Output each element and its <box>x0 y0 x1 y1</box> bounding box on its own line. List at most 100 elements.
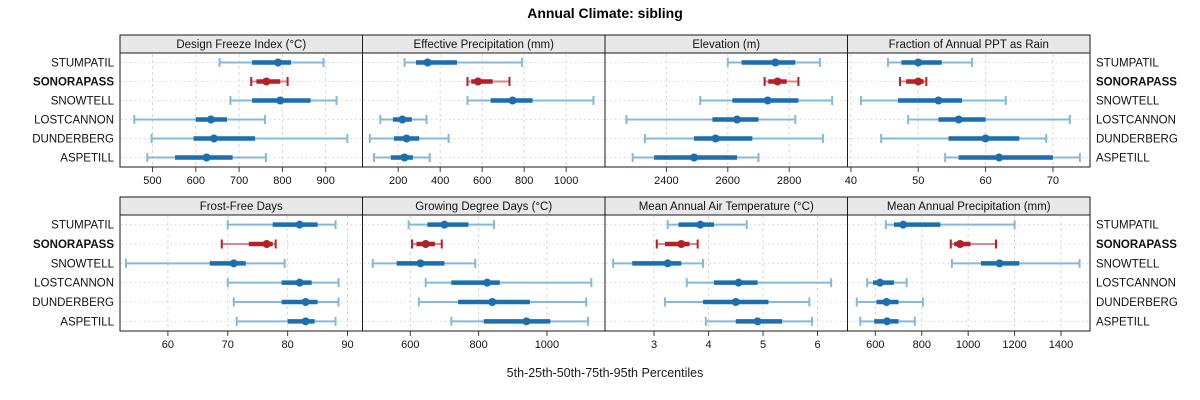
station-label-left: ASPETILL <box>60 153 114 165</box>
axis-tick-label: 700 <box>230 175 248 187</box>
median-dot <box>956 240 965 248</box>
station-label-left: SNOWTELL <box>51 258 115 270</box>
median-dot <box>301 298 310 306</box>
percentiles-caption: 5th-25th-50th-75th-95th Percentiles <box>507 366 704 380</box>
axis-tick-label: 600 <box>866 339 884 351</box>
median-dot <box>731 298 740 306</box>
axis-tick-label: 50 <box>912 175 924 187</box>
median-dot <box>875 278 884 287</box>
median-dot <box>262 240 271 248</box>
median-dot <box>696 220 705 229</box>
median-dot <box>276 96 285 105</box>
median-dot <box>934 96 943 105</box>
axis-tick-label: 2400 <box>654 175 678 187</box>
station-label-right: DUNDERBERG <box>1096 297 1178 309</box>
median-dot <box>663 259 672 268</box>
panel-background <box>120 215 363 331</box>
panel-strip-title: Growing Degree Days (°C) <box>415 201 552 213</box>
median-dot <box>914 77 923 86</box>
station-label-right: ASPETILL <box>1096 316 1150 328</box>
panel-background <box>605 215 848 331</box>
axis-tick-label: 600 <box>187 175 205 187</box>
median-dot <box>773 77 782 86</box>
median-dot <box>206 115 215 124</box>
median-dot <box>295 220 304 229</box>
median-dot <box>763 96 772 105</box>
axis-tick-label: 1400 <box>1049 339 1073 351</box>
median-dot <box>262 77 271 86</box>
station-label-left: DUNDERBERG <box>32 134 114 146</box>
axis-tick-label: 2800 <box>777 175 801 187</box>
panel-background <box>847 215 1090 331</box>
panel-background <box>120 53 363 167</box>
axis-tick-label: 1000 <box>554 175 578 187</box>
median-dot <box>483 278 492 287</box>
station-label-right: LOSTCANNON <box>1096 278 1176 290</box>
median-dot <box>882 317 891 326</box>
axis-tick-label: 4 <box>705 339 711 351</box>
station-label-right: STUMPATIL <box>1096 58 1159 70</box>
median-dot <box>209 134 218 143</box>
panel-background <box>847 53 1090 167</box>
panel-strip-title: Frost-Free Days <box>200 201 283 213</box>
axis-tick-label: 800 <box>515 175 533 187</box>
station-label-right: STUMPATIL <box>1096 220 1159 232</box>
panel-strip-title: Effective Precipitation (mm) <box>414 39 555 51</box>
axis-tick-label: 900 <box>317 175 335 187</box>
median-dot <box>899 220 908 229</box>
axis-tick-label: 6 <box>814 339 820 351</box>
axis-tick-label: 1000 <box>535 339 559 351</box>
median-dot <box>202 153 211 162</box>
median-dot <box>274 58 283 67</box>
station-label-right: SNOWTELL <box>1096 96 1160 108</box>
axis-tick-label: 400 <box>431 175 449 187</box>
median-dot <box>508 96 517 105</box>
axis-tick-label: 600 <box>401 339 419 351</box>
axis-tick-label: 600 <box>473 175 491 187</box>
axis-tick-label: 1200 <box>1002 339 1026 351</box>
panel-strip-title: Elevation (m) <box>692 39 760 51</box>
median-dot <box>423 58 432 67</box>
median-dot <box>882 298 891 306</box>
median-dot <box>398 115 407 124</box>
axis-tick-label: 70 <box>222 339 234 351</box>
panel-strip-title: Fraction of Annual PPT as Rain <box>889 39 1049 51</box>
panel-background <box>362 53 605 167</box>
median-dot <box>771 58 780 67</box>
median-dot <box>677 240 686 248</box>
station-label-right: SNOWTELL <box>1096 258 1160 270</box>
median-dot <box>229 259 238 268</box>
station-label-right: SONORAPASS <box>1096 77 1177 89</box>
axis-tick-label: 1000 <box>956 339 980 351</box>
station-label-right: DUNDERBERG <box>1096 134 1178 146</box>
median-dot <box>732 115 741 124</box>
axis-tick-label: 60 <box>979 175 991 187</box>
axis-tick-label: 3 <box>651 339 657 351</box>
median-dot <box>488 298 497 306</box>
station-label-left: SONORAPASS <box>33 239 114 251</box>
axis-tick-label: 800 <box>469 339 487 351</box>
trellis-panels: 500 600 700 800 900 Design Freeze Index (°C) 2… <box>32 34 1178 351</box>
panel-background <box>605 53 848 167</box>
axis-tick-label: 200 <box>389 175 407 187</box>
axis-tick-label: 800 <box>913 339 931 351</box>
median-dot <box>416 259 425 268</box>
station-label-left: SONORAPASS <box>33 77 114 89</box>
median-dot <box>734 278 743 287</box>
station-label-left: STUMPATIL <box>51 220 114 232</box>
median-dot <box>440 220 449 229</box>
median-dot <box>402 134 411 143</box>
median-dot <box>995 259 1004 268</box>
panel-strip-title: Mean Annual Air Temperature (°C) <box>639 201 814 213</box>
axis-tick-label: 2600 <box>716 175 740 187</box>
station-label-left: DUNDERBERG <box>32 297 114 309</box>
axis-tick-label: 500 <box>143 175 161 187</box>
median-dot <box>995 153 1004 162</box>
station-label-left: LOSTCANNON <box>34 278 114 290</box>
median-dot <box>421 240 430 248</box>
panel-background <box>362 215 605 331</box>
panel-strip-title: Design Freeze Index (°C) <box>176 39 306 51</box>
axis-tick-label: 60 <box>162 339 174 351</box>
